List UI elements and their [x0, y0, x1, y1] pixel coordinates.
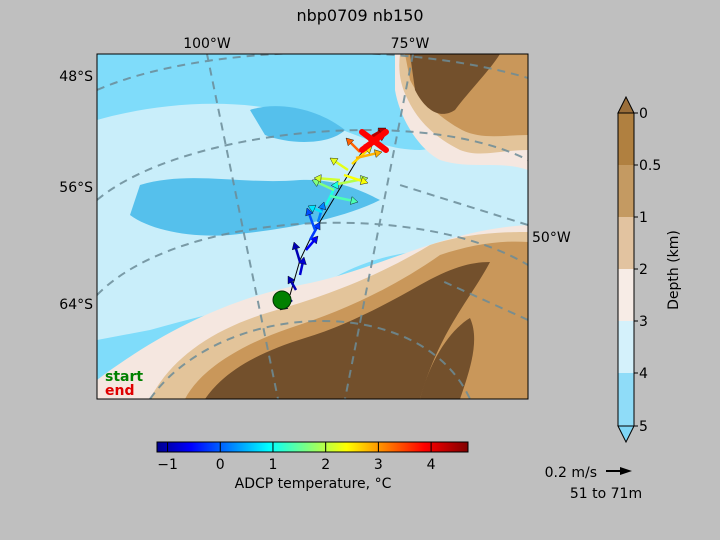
- mid-water-patch-2: [250, 106, 345, 142]
- adcp-vector-head: [298, 256, 307, 265]
- graticule: [97, 54, 528, 399]
- adcp-vector-shaft: [335, 160, 349, 172]
- temperature-tick-label: −1: [157, 457, 178, 473]
- lon-label-100w: 100°W: [183, 36, 231, 52]
- temperature-tick-label: 0: [216, 457, 225, 473]
- adcp-vector-head: [312, 221, 321, 231]
- depth-tick-label: 0: [639, 106, 648, 122]
- adcp-vector-shaft: [371, 130, 381, 138]
- adcp-vector-shaft: [308, 227, 318, 241]
- adcp-vector-head: [287, 275, 296, 285]
- lon-label-50w: 50°W: [532, 230, 571, 246]
- temperature-colorbar: −1 0 1 2 3 4 ADCP temperature, °C: [156, 441, 469, 492]
- adcp-vector-head: [359, 176, 369, 185]
- adcp-vector-shaft: [320, 177, 341, 182]
- depth-tick-label: 0.5: [639, 158, 661, 174]
- depth-colorbar-label: Depth (km): [666, 230, 682, 310]
- adcp-vector-head: [345, 137, 355, 147]
- end-marker: [359, 129, 389, 153]
- adcp-vector-head: [305, 207, 314, 217]
- map-frame: [96, 53, 529, 400]
- depth-tick-label: 3: [639, 314, 648, 330]
- lat-label-48s: 48°S: [59, 69, 93, 85]
- adcp-vector-head: [310, 235, 319, 245]
- adcp-vector-head: [307, 204, 317, 213]
- lat-label-64s: 64°S: [59, 297, 93, 313]
- adcp-vector-head: [317, 201, 327, 211]
- antarctic-peninsula-dark: [420, 318, 475, 399]
- temperature-colorbar-gradient: [156, 441, 469, 453]
- map-panel: [97, 54, 528, 399]
- temperature-tick-label: 3: [374, 457, 383, 473]
- scale-arrow-head: [620, 467, 632, 475]
- temperature-tick-label: 4: [427, 457, 436, 473]
- depth-tick-label: 2: [639, 262, 648, 278]
- temperature-tick-label: 2: [321, 457, 330, 473]
- adcp-vector-shaft: [350, 142, 361, 153]
- legend-end: end: [105, 383, 134, 399]
- adcp-vector-shaft: [329, 194, 352, 202]
- adcp-vector-shaft: [305, 240, 315, 251]
- depth-colorbar: 0 0.5 1 2 3 4 5 Depth (km): [617, 95, 682, 444]
- lat-label-56s: 56°S: [59, 180, 93, 196]
- adcp-vector-head: [374, 149, 383, 158]
- adcp-vector-head: [311, 179, 321, 187]
- depth-tick-label: 1: [639, 210, 648, 226]
- antarctica-land-dark: [205, 262, 490, 399]
- adcp-vector-shaft: [298, 263, 304, 276]
- adcp-vector-shaft: [308, 214, 317, 231]
- depth-colorbar-bottom-arrow: [617, 425, 635, 444]
- scale-speed-label: 0.2 m/s: [545, 465, 597, 481]
- start-marker: [272, 290, 292, 310]
- temperature-colorbar-label: ADCP temperature, °C: [235, 476, 392, 492]
- legend-start: start: [105, 369, 143, 385]
- adcp-vector-shaft: [355, 152, 376, 160]
- adcp-vector-shaft: [343, 173, 362, 182]
- south-america-land-dark: [410, 54, 500, 114]
- scale-vector: 0.2 m/s 51 to 71m: [545, 465, 642, 502]
- depth-colorbar-ticks: 0 0.5 1 2 3 4 5: [634, 106, 661, 435]
- adcp-vector-head: [329, 157, 339, 166]
- adcp-vector-shaft: [290, 281, 298, 291]
- depth-tick-label: 5: [639, 419, 648, 435]
- scale-depth-range: 51 to 71m: [570, 486, 642, 502]
- temperature-colorbar-ticks: −1 0 1 2 3 4: [157, 442, 436, 473]
- adcp-vector-shaft: [313, 207, 323, 214]
- lon-label-75w: 75°W: [391, 36, 430, 52]
- adcp-vector-shaft: [294, 248, 302, 263]
- temperature-tick-label: 1: [269, 457, 278, 473]
- figure-title: nbp0709 nb150: [296, 6, 423, 25]
- depth-colorbar-top-arrow: [617, 95, 635, 114]
- adcp-vector-head: [313, 174, 322, 183]
- adcp-vector-shaft: [317, 181, 335, 192]
- adcp-vector-head: [291, 241, 301, 251]
- mid-water-patch: [130, 178, 380, 236]
- depth-tick-label: 4: [639, 366, 648, 382]
- adcp-vector-head: [350, 196, 359, 205]
